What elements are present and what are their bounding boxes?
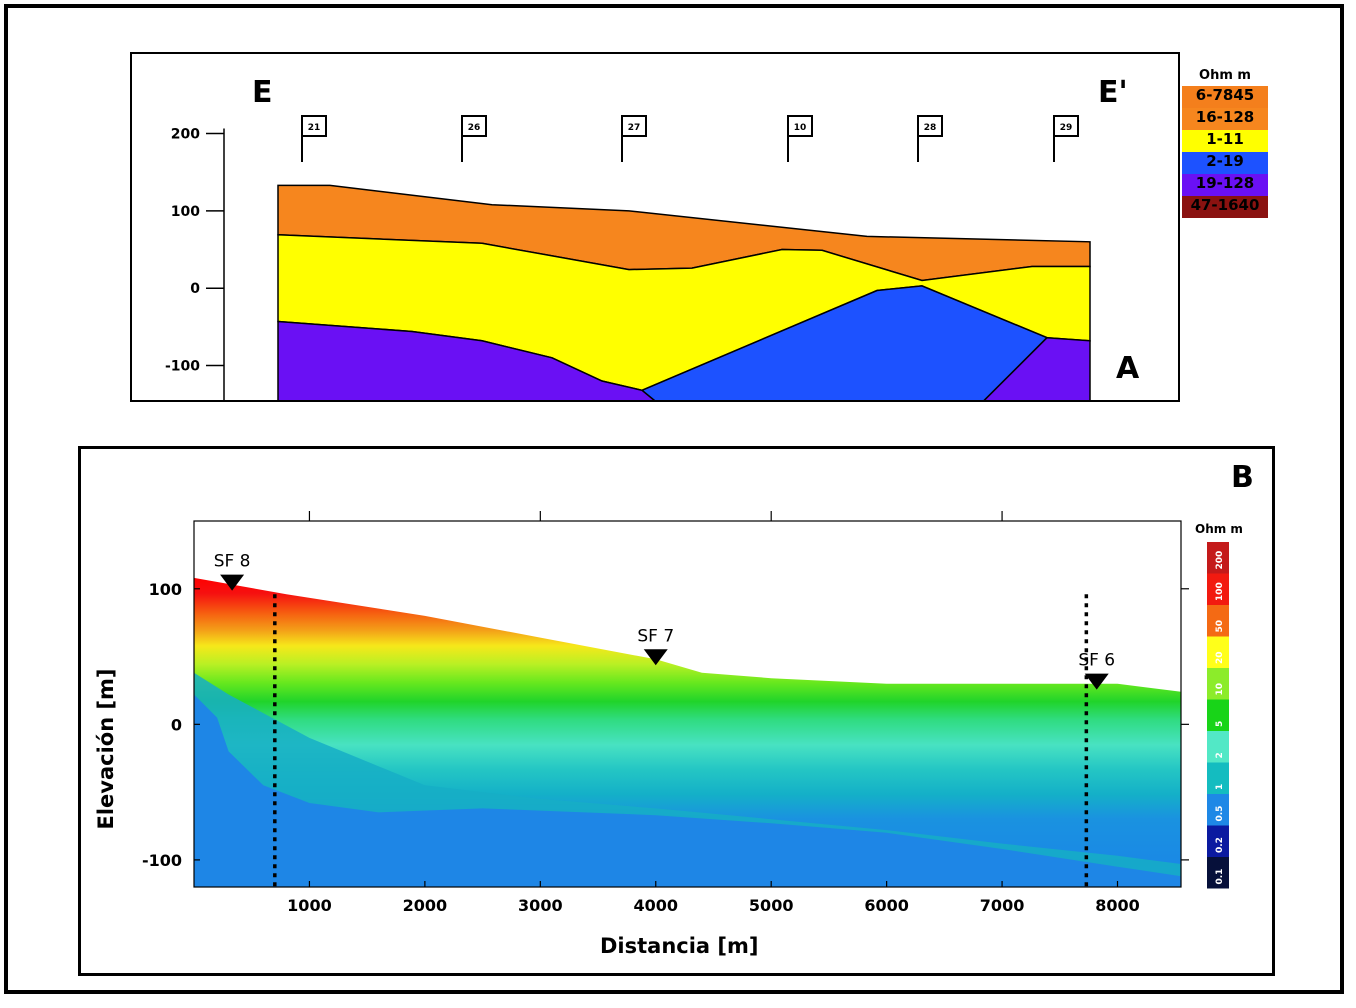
station-label: 26 bbox=[468, 123, 481, 133]
y-tick-label: 0 bbox=[190, 281, 200, 297]
scale-label: 5 bbox=[1215, 721, 1225, 727]
x-tick-label: 8000 bbox=[1095, 896, 1140, 915]
scale-label: 0.2 bbox=[1215, 837, 1225, 853]
sounding-marker: SF 6 bbox=[1078, 594, 1115, 887]
scale-label: 1 bbox=[1215, 784, 1225, 790]
y-axis-label: Elevación [m] bbox=[94, 668, 118, 829]
station-label: 10 bbox=[794, 123, 807, 133]
scale-swatch bbox=[1207, 794, 1229, 826]
station-marker: 21 bbox=[301, 115, 327, 162]
y-tick-label: 100 bbox=[171, 204, 200, 220]
panel-a-y-axis: 200 100 0 -100 bbox=[165, 127, 225, 400]
station-label: 21 bbox=[308, 123, 321, 133]
panel-a-legend-item: 2-19 bbox=[1182, 152, 1268, 174]
sounding-marker: SF 7 bbox=[637, 626, 674, 666]
sounding-label: SF 8 bbox=[214, 552, 251, 572]
scale-label: 50 bbox=[1215, 620, 1225, 633]
label-e: E bbox=[252, 75, 273, 110]
scale-label: 10 bbox=[1215, 683, 1225, 696]
scale-swatch bbox=[1207, 699, 1229, 731]
x-tick-label: 4000 bbox=[633, 896, 678, 915]
station-label: 28 bbox=[924, 123, 937, 133]
scale-swatch bbox=[1207, 762, 1229, 794]
panel-b-resistivity-section: 1000 2000 3000 4000 5000 6000 7000 80001000-100… bbox=[94, 460, 1254, 958]
scale-label: 0.1 bbox=[1215, 869, 1225, 885]
station-marker: 27 bbox=[621, 115, 647, 162]
sounding-marker: SF 8 bbox=[214, 552, 277, 887]
scale-swatch bbox=[1207, 668, 1229, 700]
y-tick-label: 0 bbox=[171, 715, 182, 734]
scale-label: 2 bbox=[1215, 752, 1225, 758]
sounding-label: SF 7 bbox=[637, 626, 674, 646]
panel-a-legend-item: 19-128 bbox=[1182, 174, 1268, 196]
panel-a-stations: 21 26 27 10 28 29 bbox=[301, 115, 1079, 162]
station-label: 27 bbox=[628, 123, 641, 133]
panel-b-letter: B bbox=[1231, 460, 1254, 495]
label-e-prime: E' bbox=[1098, 75, 1128, 110]
station-marker: 10 bbox=[787, 115, 813, 162]
scale-swatch bbox=[1207, 573, 1229, 605]
panel-b: 1000 2000 3000 4000 5000 6000 7000 8000 100 0 -100… bbox=[78, 446, 1275, 976]
panel-b-axes: 1000 2000 3000 4000 5000 6000 7000 80001000-100… bbox=[142, 511, 1189, 915]
scale-label: 100 bbox=[1215, 582, 1225, 601]
x-tick-label: 1000 bbox=[287, 896, 332, 915]
x-tick-label: 5000 bbox=[749, 896, 794, 915]
y-tick-label: -100 bbox=[142, 851, 182, 870]
sounding-label: SF 6 bbox=[1078, 651, 1115, 671]
station-marker: 28 bbox=[917, 115, 943, 162]
panel-a-letter: A bbox=[1116, 351, 1140, 386]
station-marker: 26 bbox=[461, 115, 487, 162]
panel-a-legend-item: 6-7845 bbox=[1182, 86, 1268, 108]
station-label: 29 bbox=[1060, 123, 1073, 133]
x-tick-label: 3000 bbox=[518, 896, 563, 915]
scale-label: 20 bbox=[1215, 651, 1225, 664]
sounding-triangle bbox=[643, 649, 668, 666]
plot-frame bbox=[193, 520, 1182, 888]
x-axis-label: Distancia [m] bbox=[600, 934, 759, 958]
x-tick-label: 2000 bbox=[403, 896, 448, 915]
scale-swatch bbox=[1207, 605, 1229, 637]
station-marker: 29 bbox=[1053, 115, 1079, 162]
y-tick-label: -100 bbox=[165, 359, 200, 375]
sounding-triangle bbox=[1084, 673, 1109, 690]
panel-a-layers bbox=[277, 184, 1091, 404]
x-tick-label: 6000 bbox=[864, 896, 909, 915]
panel-a-legend-item: 1-11 bbox=[1182, 130, 1268, 152]
y-tick-label: 100 bbox=[149, 580, 182, 599]
scale-swatch bbox=[1207, 825, 1229, 857]
x-tick-label: 7000 bbox=[980, 896, 1025, 915]
scale-label: 0.5 bbox=[1215, 806, 1225, 822]
panel-b-legend-title: Ohm m bbox=[1195, 522, 1243, 536]
panel-a-cross-section: 200 100 0 -100 21 26 27 10 28 29 E E' A bbox=[165, 75, 1140, 404]
panel-a-legend: Ohm m 6-7845 16-128 1-11 2-19 19-128 47-1640 bbox=[1182, 66, 1268, 218]
panel-b-plot bbox=[194, 577, 1181, 887]
scale-swatch bbox=[1207, 731, 1229, 763]
scale-swatch bbox=[1207, 857, 1229, 889]
scale-label: 200 bbox=[1215, 551, 1225, 570]
panel-a: 200 100 0 -100 21 26 27 10 28 29 E E' A bbox=[130, 52, 1180, 404]
scale-swatch bbox=[1207, 636, 1229, 668]
y-tick-label: 200 bbox=[171, 127, 200, 143]
panel-a-legend-item: 47-1640 bbox=[1182, 196, 1268, 218]
panel-a-legend-title: Ohm m bbox=[1199, 68, 1251, 83]
sounding-triangle bbox=[220, 574, 245, 591]
scale-swatch bbox=[1207, 542, 1229, 574]
panel-b-color-scale: 200 100 50 20 10 5 2 1 0.5 0.2 0.1 bbox=[1207, 542, 1229, 889]
deep-conductive-zone bbox=[194, 694, 1181, 887]
panel-a-legend-item: 16-128 bbox=[1182, 108, 1268, 130]
